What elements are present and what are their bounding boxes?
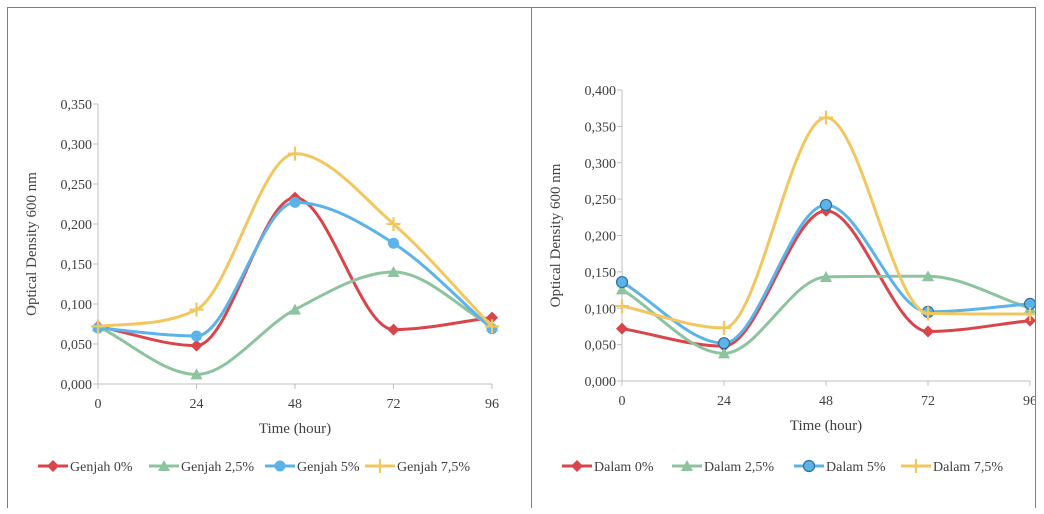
dalam-0-legend-marker xyxy=(571,460,583,472)
genjah-0-legend-marker xyxy=(47,460,59,472)
y-tick-label: 0,150 xyxy=(61,258,93,273)
y-tick-label: 0,300 xyxy=(585,157,617,172)
y-tick-label: 0,400 xyxy=(585,84,617,99)
x-tick-label: 48 xyxy=(819,394,833,409)
series-dalam-5 xyxy=(615,198,1037,350)
data-point-dalam-0 xyxy=(922,325,934,338)
genjah-5-legend-marker xyxy=(274,460,286,472)
x-tick-label: 96 xyxy=(485,397,499,412)
data-point-genjah-0 xyxy=(387,323,400,336)
legend-label: Genjah 2,5% xyxy=(181,460,254,475)
chart-panel-genjah: 0,000 0,050 0,100 0,150 0,200 0,250 0,300 0,350… xyxy=(7,7,532,508)
data-point-dalam-7-5 xyxy=(921,306,935,321)
chart-panel-dalam: 0,000 0,050 0,100 0,150 0,200 0,250 0,300 0,350… xyxy=(531,7,1037,508)
genjah-2-5-legend-marker xyxy=(158,460,170,471)
x-tick-label: 72 xyxy=(387,397,401,412)
legend: Dalam 0% Dalam 2,5% Dalam 5% Dalam 7,5% xyxy=(562,459,1003,475)
dalam-2-5-legend-marker xyxy=(681,460,693,471)
x-tick-label: 24 xyxy=(190,397,204,412)
dalam-5-legend-marker xyxy=(802,459,816,473)
y-tick-label: 0,050 xyxy=(61,338,93,353)
x-tick-label: 24 xyxy=(717,394,731,409)
series-line-genjah-7-5 xyxy=(96,152,494,328)
legend-label: Dalam 7,5% xyxy=(933,460,1003,475)
x-tick-label: 48 xyxy=(288,397,302,412)
legend-label: Genjah 5% xyxy=(297,460,360,475)
data-point-dalam-5 xyxy=(819,198,833,212)
data-point-dalam-7-5 xyxy=(1023,307,1037,322)
y-tick-label: 0,350 xyxy=(585,120,617,135)
y-axis-title: Optical Density 600 nm xyxy=(24,172,40,316)
legend-label: Dalam 2,5% xyxy=(704,460,774,475)
data-point-dalam-7-5 xyxy=(819,110,833,125)
data-point-genjah-5 xyxy=(388,237,399,249)
data-point-dalam-2-5 xyxy=(922,270,934,282)
x-tick-label: 96 xyxy=(1023,394,1035,409)
data-point-genjah-2-5 xyxy=(289,303,301,315)
y-tick-label: 0,000 xyxy=(61,378,93,393)
genjah-7-5-legend-marker xyxy=(373,459,387,473)
y-tick-label: 0,250 xyxy=(61,178,93,193)
series-line-dalam-7-5 xyxy=(620,116,1032,330)
series-line-dalam-2-5 xyxy=(620,274,1032,355)
y-tick-label: 0,000 xyxy=(585,375,617,390)
data-point-genjah-0 xyxy=(486,311,498,324)
series-genjah-7-5 xyxy=(91,146,499,334)
data-point-genjah-7-5 xyxy=(189,302,204,317)
data-point-genjah-7-5 xyxy=(91,319,105,334)
y-tick-label: 0,200 xyxy=(585,230,617,245)
data-point-dalam-5 xyxy=(615,275,629,289)
data-point-genjah-0 xyxy=(190,339,203,352)
dalam-7-5-legend-marker xyxy=(909,459,923,473)
data-point-dalam-7-5 xyxy=(717,320,731,335)
data-point-dalam-7-5 xyxy=(615,299,629,314)
y-tick-label: 0,050 xyxy=(585,339,617,354)
x-tick-label: 72 xyxy=(921,394,935,409)
data-point-dalam-0 xyxy=(616,322,628,335)
y-tick-label: 0,200 xyxy=(61,218,93,233)
data-point-genjah-5 xyxy=(289,196,301,208)
x-tick-label: 0 xyxy=(619,394,626,409)
series-line-genjah-0 xyxy=(96,196,494,348)
y-axis-title: Optical Density 600 nm xyxy=(548,163,564,307)
legend-label: Dalam 0% xyxy=(594,460,654,475)
y-tick-label: 0,150 xyxy=(585,266,617,281)
y-tick-label: 0,100 xyxy=(61,298,93,313)
data-point-dalam-2-5 xyxy=(820,270,832,282)
legend-label: Genjah 7,5% xyxy=(397,460,470,475)
data-point-genjah-2-5 xyxy=(190,368,203,380)
x-axis-title: Time (hour) xyxy=(259,421,331,437)
series-line-genjah-5 xyxy=(96,200,494,338)
y-tick-label: 0,300 xyxy=(61,138,93,153)
line-chart-dalam: 0,000 0,050 0,100 0,150 0,200 0,250 0,300 0,350… xyxy=(548,84,1037,475)
line-chart-genjah: 0,000 0,050 0,100 0,150 0,200 0,250 0,300 0,350… xyxy=(24,98,499,475)
x-axis-title: Time (hour) xyxy=(790,418,862,434)
x-tick-label: 0 xyxy=(95,397,102,412)
data-point-genjah-7-5 xyxy=(288,146,302,161)
series-genjah-0 xyxy=(92,191,498,352)
series-dalam-2-5 xyxy=(616,270,1036,359)
data-point-genjah-2-5 xyxy=(387,266,400,277)
data-point-genjah-5 xyxy=(191,330,202,342)
legend-label: Dalam 5% xyxy=(826,460,886,475)
series-genjah-5 xyxy=(92,196,498,342)
data-point-dalam-2-5 xyxy=(616,283,628,295)
legend: Genjah 0% Genjah 2,5% Genjah 5% Genjah 7,5% xyxy=(38,459,470,475)
data-point-dalam-5 xyxy=(717,337,731,350)
data-point-genjah-7-5 xyxy=(485,319,499,334)
legend-label: Genjah 0% xyxy=(70,460,133,475)
series-dalam-7-5 xyxy=(615,110,1037,335)
y-tick-label: 0,100 xyxy=(585,302,617,317)
data-point-genjah-7-5 xyxy=(386,217,401,231)
data-point-dalam-2-5 xyxy=(718,347,730,359)
y-tick-label: 0,250 xyxy=(585,193,617,208)
y-tick-label: 0,350 xyxy=(61,98,93,113)
